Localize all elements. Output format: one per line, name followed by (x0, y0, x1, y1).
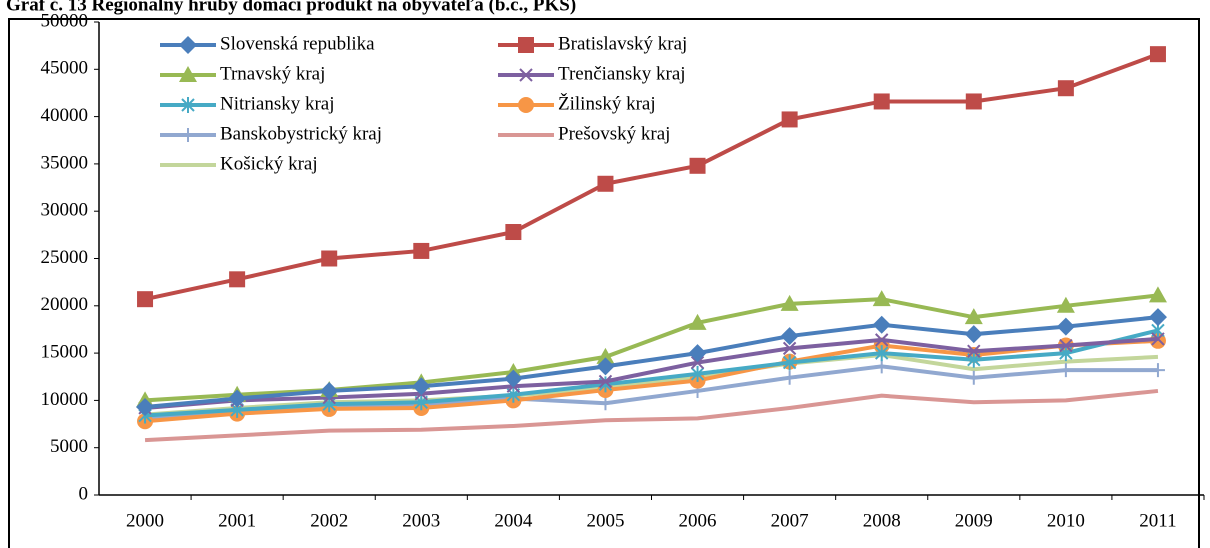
marker (181, 128, 195, 142)
y-tick-label: 40000 (41, 105, 89, 126)
legend-label: Trenčiansky kraj (558, 63, 686, 84)
marker (1056, 296, 1075, 313)
marker (179, 66, 197, 82)
y-tick-label: 10000 (41, 389, 89, 410)
legend-label: Bratislavský kraj (558, 33, 687, 54)
marker (1056, 317, 1075, 336)
marker (782, 370, 797, 385)
legend-label: Prešovský kraj (558, 123, 670, 144)
marker (780, 294, 799, 311)
x-tick-label: 2000 (126, 510, 164, 531)
legend-label: Slovenská republika (220, 33, 375, 54)
series-line (144, 336, 1159, 410)
marker (1057, 80, 1074, 97)
marker (1151, 332, 1165, 346)
marker (964, 308, 983, 325)
marker (181, 97, 195, 113)
marker (875, 345, 889, 362)
marker (688, 344, 707, 363)
marker (1149, 46, 1166, 63)
marker (872, 290, 891, 307)
marker (872, 315, 891, 334)
y-tick-label: 15000 (41, 341, 89, 362)
series-line (144, 388, 1159, 443)
marker (965, 93, 982, 110)
marker (1059, 338, 1073, 353)
x-tick-label: 2004 (494, 510, 533, 531)
marker (1148, 308, 1167, 327)
marker (320, 381, 339, 400)
x-tick-label: 2002 (310, 510, 348, 531)
marker (967, 344, 981, 358)
y-tick-label: 45000 (41, 58, 89, 79)
x-tick-label: 2003 (402, 510, 440, 531)
series-line (144, 315, 1159, 410)
marker (598, 374, 613, 389)
x-tick-label: 2010 (1047, 510, 1085, 531)
x-tick-label: 2011 (1139, 510, 1176, 531)
marker (780, 327, 799, 346)
marker (519, 68, 533, 82)
marker (321, 250, 338, 267)
marker (598, 396, 613, 411)
marker (690, 355, 705, 370)
x-tick-label: 2007 (771, 510, 809, 531)
marker (413, 242, 430, 259)
marker (1148, 286, 1167, 303)
marker (782, 354, 797, 371)
marker (179, 36, 197, 54)
marker (597, 175, 614, 192)
marker (781, 111, 798, 128)
marker (518, 97, 534, 113)
marker (689, 157, 706, 174)
marker (964, 325, 983, 344)
y-tick-label: 20000 (41, 294, 89, 315)
x-tick-label: 2005 (586, 510, 624, 531)
x-tick-label: 2009 (955, 510, 993, 531)
y-tick-label: 50000 (41, 10, 89, 31)
legend-label: Trnavský kraj (220, 63, 325, 84)
x-tick-label: 2001 (218, 510, 256, 531)
y-tick-label: 35000 (41, 152, 89, 173)
marker (690, 365, 705, 382)
marker (596, 347, 615, 364)
marker (688, 313, 707, 330)
chart-frame (8, 18, 1200, 548)
chart-title: Graf č. 13 Regionálny hrubý domáci produ… (6, 0, 576, 15)
marker (782, 341, 797, 356)
legend-label: Nitriansky kraj (220, 93, 335, 114)
y-tick-label: 0 (79, 483, 89, 504)
series-line (144, 52, 1159, 302)
y-tick-label: 30000 (41, 200, 89, 221)
marker (518, 37, 534, 53)
marker (137, 291, 154, 308)
x-tick-label: 2008 (863, 510, 901, 531)
marker (1150, 363, 1165, 378)
marker (875, 333, 889, 347)
marker (505, 224, 522, 241)
marker (874, 359, 889, 374)
marker (873, 93, 890, 110)
legend-label: Košický kraj (220, 153, 318, 174)
marker (229, 271, 246, 288)
marker (412, 377, 431, 396)
series-line (144, 328, 1159, 418)
marker (504, 369, 523, 388)
marker (136, 398, 155, 417)
marker (966, 370, 981, 385)
y-tick-label: 5000 (50, 436, 88, 457)
legend-label: Banskobystrický kraj (220, 123, 382, 144)
marker (1058, 363, 1073, 378)
x-tick-label: 2006 (679, 510, 717, 531)
y-tick-label: 25000 (41, 247, 89, 268)
marker (596, 357, 615, 376)
marker (228, 389, 247, 408)
series-line (144, 338, 1159, 424)
legend-label: Žilinský kraj (558, 92, 656, 114)
